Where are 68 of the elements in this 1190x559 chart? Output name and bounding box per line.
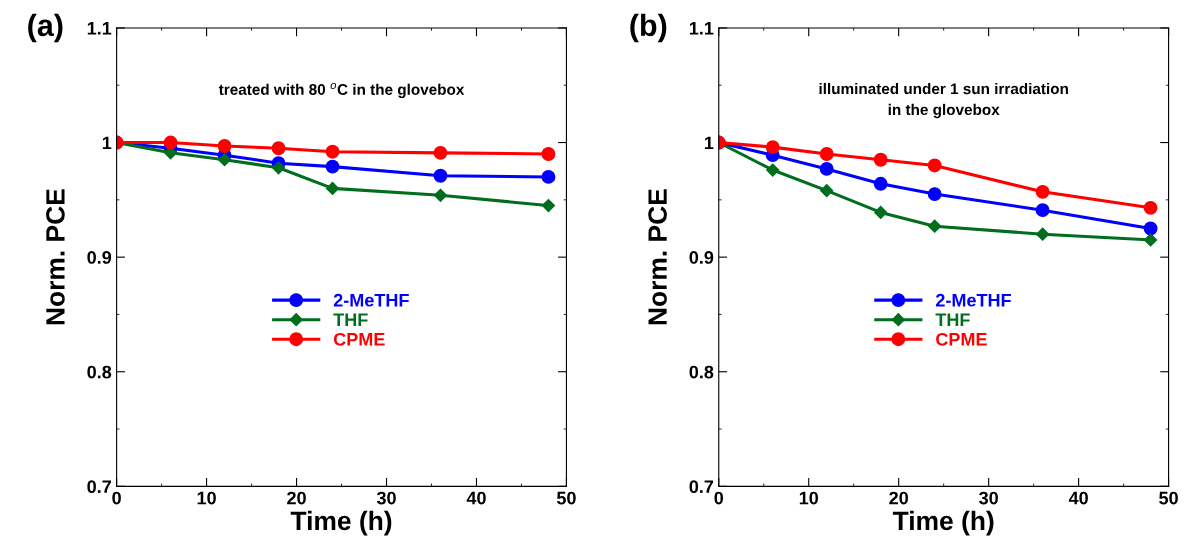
x-axis-title: Time (h) <box>290 510 392 536</box>
x-tick-label: 0 <box>714 491 724 505</box>
point <box>927 187 942 202</box>
point <box>1035 184 1050 199</box>
point <box>433 168 448 183</box>
point <box>217 139 232 153</box>
point <box>1143 200 1158 215</box>
x-tick-label: 50 <box>556 491 576 505</box>
point <box>164 146 178 160</box>
y-tick-label: 1.1 <box>87 22 112 35</box>
y-axis-title: Norm. PCE <box>46 189 65 325</box>
x-tick-label: 0 <box>112 491 121 505</box>
y-tick-label: 0.8 <box>87 365 112 379</box>
point <box>819 147 834 161</box>
point <box>766 163 780 177</box>
y-tick-label: 0.9 <box>87 251 112 264</box>
x-tick-label: 30 <box>979 491 998 505</box>
point <box>1143 221 1158 236</box>
point <box>325 144 340 159</box>
legend-label: THF <box>333 313 368 326</box>
x-axis-title: Time (h) <box>892 510 994 536</box>
legend-label: THF <box>935 313 970 326</box>
x-tick-label: 40 <box>466 491 486 505</box>
point <box>163 135 178 150</box>
annotation: treated with 80 $^{o}$C in the glovebox <box>218 82 465 99</box>
point <box>927 158 942 173</box>
chart-title: (a) <box>28 13 63 43</box>
point <box>1143 233 1158 247</box>
point <box>325 181 340 195</box>
y-tick-label: 1 <box>102 136 112 150</box>
point <box>433 188 448 202</box>
y-tick-label: 1.1 <box>689 22 714 35</box>
point <box>271 141 286 156</box>
x-tick-label: 40 <box>1068 491 1088 505</box>
x-tick-label: 20 <box>287 491 306 505</box>
legend-label: CPME <box>333 332 385 346</box>
y-tick-label: 0.9 <box>689 251 714 264</box>
x-tick-label: 10 <box>799 491 819 505</box>
y-tick-label: 0.7 <box>689 480 714 494</box>
point <box>928 219 942 233</box>
point <box>325 159 340 174</box>
y-tick-label: 0.8 <box>689 365 714 379</box>
y-tick-label: 1 <box>705 136 714 150</box>
y-tick-label: 0.7 <box>87 480 111 494</box>
point <box>874 205 888 220</box>
x-tick-label: 10 <box>197 491 216 505</box>
point <box>873 176 888 191</box>
x-tick-label: 50 <box>1159 491 1178 505</box>
chart-title: (b) <box>630 13 667 43</box>
point <box>820 184 834 198</box>
point <box>271 161 286 175</box>
point <box>541 147 556 161</box>
point <box>819 161 834 176</box>
legend-label: 2-MeTHF <box>935 293 1011 307</box>
point <box>541 169 556 184</box>
legend-label: 2-MeTHF <box>333 293 409 307</box>
point <box>433 145 448 160</box>
point <box>873 152 888 167</box>
point <box>217 153 232 167</box>
point <box>765 140 780 155</box>
x-tick-label: 30 <box>376 491 396 505</box>
point <box>541 198 556 213</box>
legend-label: CPME <box>936 332 987 346</box>
point <box>1035 203 1050 218</box>
annotation: illuminated under 1 sun irradiation in the glovebox <box>819 82 1068 119</box>
y-axis-title: Norm. PCE <box>648 189 667 325</box>
x-tick-label: 20 <box>889 491 908 505</box>
point <box>1036 227 1050 241</box>
